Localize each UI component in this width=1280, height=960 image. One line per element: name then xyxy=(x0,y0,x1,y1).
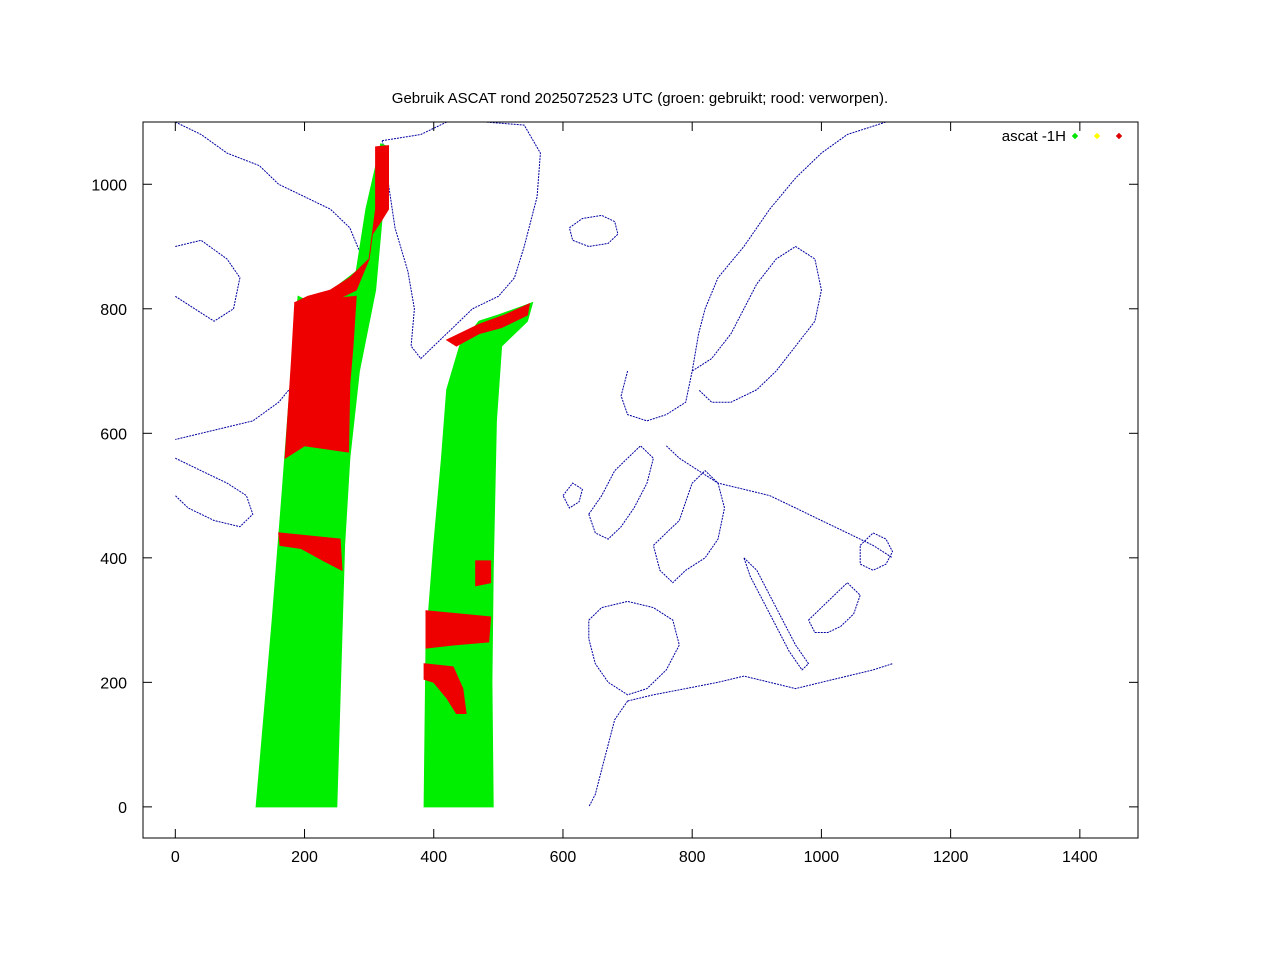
rejected-east-band-1 xyxy=(475,560,492,587)
coastline-canada-islands xyxy=(175,239,241,322)
coastline-scandinavia xyxy=(620,122,887,422)
x-tick-label: 1200 xyxy=(933,849,969,866)
coastline-greece-balkans xyxy=(808,582,861,633)
coastline-labrador xyxy=(174,457,254,528)
rejected-north-block xyxy=(284,295,357,460)
swath-east xyxy=(423,301,534,808)
rejected-east-blob xyxy=(423,663,467,714)
y-tick-label: 0 xyxy=(118,800,127,817)
coastline-mediterranean-south xyxy=(627,663,893,702)
x-tick-label: 0 xyxy=(171,849,180,866)
x-tick-label: 1400 xyxy=(1062,849,1098,866)
legend: ascat -1H xyxy=(1002,128,1123,145)
y-tick-label: 800 xyxy=(100,302,127,319)
coastline-france xyxy=(652,470,726,584)
legend-marker xyxy=(1093,132,1101,140)
rejected-greenland-strip xyxy=(293,145,389,310)
legend-markers xyxy=(1071,132,1123,140)
coastline-africa-west xyxy=(588,700,629,808)
chart-title: Gebruik ASCAT rond 2025072523 UTC (groen… xyxy=(392,90,888,107)
x-axis: 0 200 400 600 800 1000 1200 1400 xyxy=(171,122,1098,866)
rejected-layer xyxy=(278,145,531,714)
coastline-black-sea xyxy=(859,532,894,571)
plot-area xyxy=(174,122,894,808)
coastline-ireland xyxy=(562,482,583,509)
x-tick-label: 1000 xyxy=(804,849,840,866)
coastline-baltic-finland xyxy=(691,245,822,403)
y-axis: 0 200 400 600 800 1000 xyxy=(91,177,1138,817)
coastline-iceland xyxy=(568,214,619,248)
coastline-iberia xyxy=(588,600,680,696)
x-tick-label: 200 xyxy=(291,849,318,866)
rejected-east-band-2 xyxy=(425,610,492,649)
coastline-italy xyxy=(743,557,810,671)
rejected-west-band xyxy=(278,532,343,572)
coastline-europe-coast xyxy=(665,445,893,559)
x-tick-label: 600 xyxy=(550,849,577,866)
coastline-greenland xyxy=(381,122,541,360)
x-tick-label: 400 xyxy=(420,849,447,866)
y-tick-label: 1000 xyxy=(91,177,127,194)
rejected-east-north xyxy=(445,302,531,347)
y-tick-label: 400 xyxy=(100,551,127,568)
plot-frame xyxy=(142,121,1139,839)
coastline-layer xyxy=(174,122,894,808)
x-tick-label: 800 xyxy=(679,849,706,866)
y-tick-label: 600 xyxy=(100,426,127,443)
y-tick-label: 200 xyxy=(100,675,127,692)
coastline-british-isles xyxy=(588,445,654,540)
swath-layer xyxy=(255,143,534,808)
swath-west xyxy=(255,143,390,808)
legend-marker xyxy=(1115,132,1123,140)
legend-label: ascat -1H xyxy=(1002,128,1066,145)
legend-marker xyxy=(1071,132,1079,140)
